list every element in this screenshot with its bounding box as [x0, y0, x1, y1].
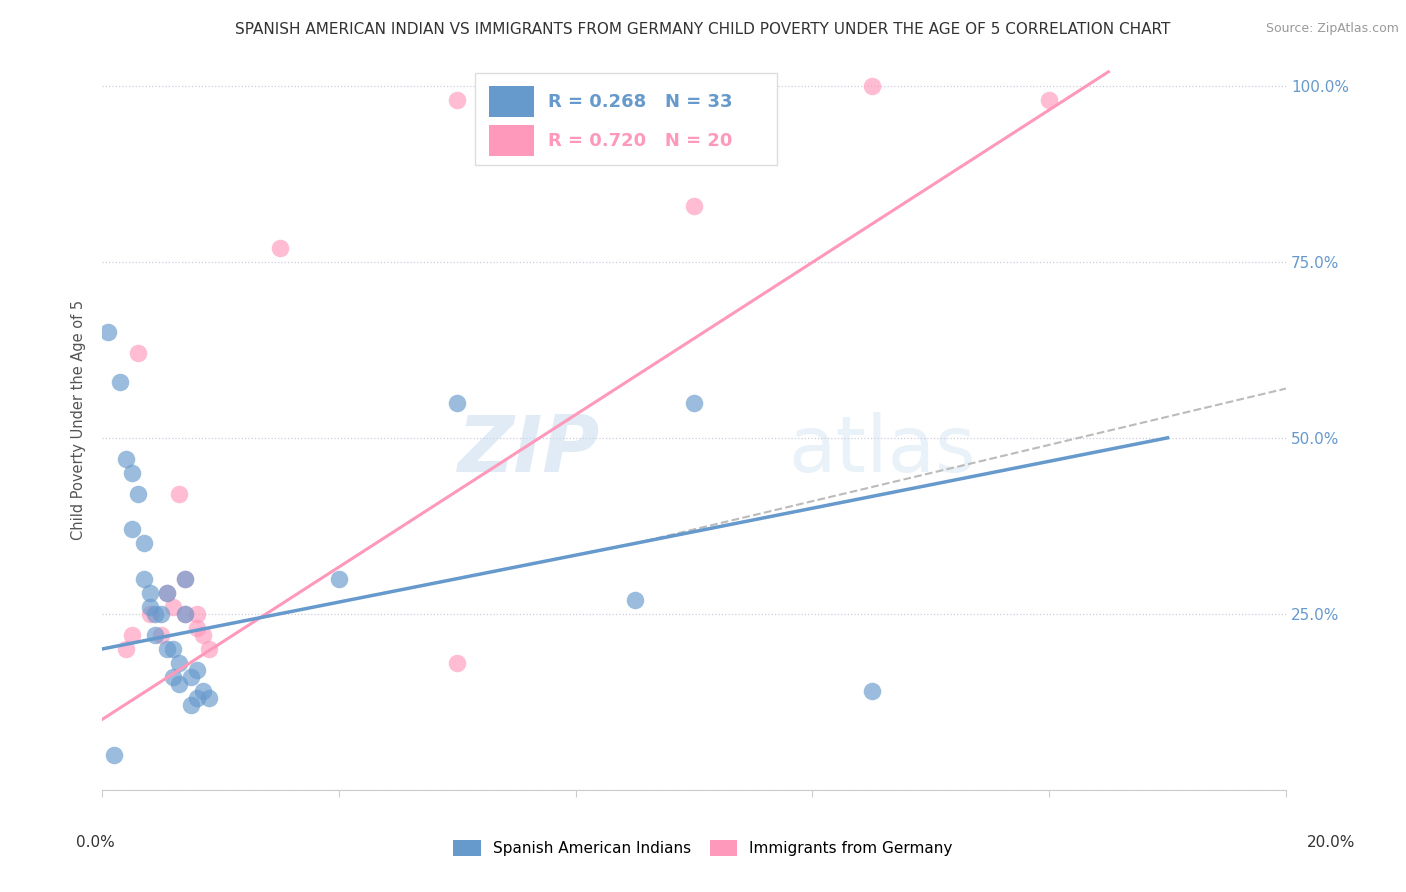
Point — [167, 487, 190, 501]
Text: atlas: atlas — [789, 412, 976, 488]
Text: R = 0.720   N = 20: R = 0.720 N = 20 — [548, 132, 733, 150]
Text: R = 0.268   N = 33: R = 0.268 N = 33 — [548, 93, 733, 111]
Point — [180, 698, 202, 713]
Point — [132, 572, 155, 586]
FancyBboxPatch shape — [489, 126, 534, 156]
Point — [860, 684, 883, 698]
Y-axis label: Child Poverty Under the Age of 5: Child Poverty Under the Age of 5 — [72, 301, 86, 541]
Point — [446, 395, 468, 409]
Point — [683, 198, 706, 212]
Text: SPANISH AMERICAN INDIAN VS IMMIGRANTS FROM GERMANY CHILD POVERTY UNDER THE AGE O: SPANISH AMERICAN INDIAN VS IMMIGRANTS FR… — [235, 22, 1171, 37]
Text: 0.0%: 0.0% — [76, 836, 115, 850]
Point — [150, 607, 173, 621]
Point — [145, 628, 167, 642]
Point — [138, 585, 160, 599]
Point — [186, 691, 208, 706]
Point — [860, 78, 883, 93]
Point — [156, 585, 179, 599]
Point — [127, 487, 149, 501]
Point — [156, 642, 179, 657]
Text: 20.0%: 20.0% — [1308, 836, 1355, 850]
Point — [127, 346, 149, 360]
Point — [97, 325, 120, 339]
Point — [174, 607, 197, 621]
Point — [167, 677, 190, 691]
Point — [162, 642, 184, 657]
Point — [162, 670, 184, 684]
Point — [186, 663, 208, 677]
Point — [624, 592, 647, 607]
Point — [446, 93, 468, 107]
Text: ZIP: ZIP — [457, 412, 599, 488]
Legend: Spanish American Indians, Immigrants from Germany: Spanish American Indians, Immigrants fro… — [447, 834, 959, 862]
Point — [103, 747, 125, 762]
Point — [174, 607, 197, 621]
Point — [197, 691, 219, 706]
Point — [108, 375, 131, 389]
Point — [191, 684, 214, 698]
Point — [186, 607, 208, 621]
Point — [174, 572, 197, 586]
Point — [162, 599, 184, 614]
Point — [121, 522, 143, 536]
Point — [446, 656, 468, 670]
Point — [269, 241, 291, 255]
Point — [197, 642, 219, 657]
FancyBboxPatch shape — [475, 73, 778, 165]
Point — [150, 628, 173, 642]
Point — [132, 536, 155, 550]
Point — [191, 628, 214, 642]
Point — [138, 607, 160, 621]
Point — [115, 452, 138, 467]
Point — [186, 621, 208, 635]
Point — [180, 670, 202, 684]
Text: Source: ZipAtlas.com: Source: ZipAtlas.com — [1265, 22, 1399, 36]
Point — [1038, 93, 1060, 107]
Point — [156, 585, 179, 599]
Point — [145, 607, 167, 621]
Point — [174, 572, 197, 586]
Point — [121, 466, 143, 480]
Point — [121, 628, 143, 642]
Point — [328, 572, 350, 586]
Point — [167, 656, 190, 670]
Point — [683, 395, 706, 409]
Point — [115, 642, 138, 657]
FancyBboxPatch shape — [489, 87, 534, 117]
Point — [138, 599, 160, 614]
